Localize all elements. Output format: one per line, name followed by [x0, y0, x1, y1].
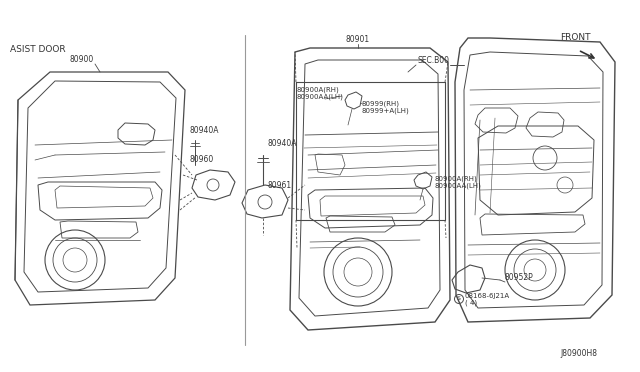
Text: 80900AA(LH): 80900AA(LH) — [297, 93, 344, 99]
Text: ASIST DOOR: ASIST DOOR — [10, 45, 66, 54]
Text: 80999(RH): 80999(RH) — [362, 100, 400, 106]
Text: S: S — [457, 296, 461, 301]
Text: 80900A(RH): 80900A(RH) — [435, 175, 477, 182]
Text: 80961: 80961 — [268, 180, 292, 189]
Text: 80900A(RH): 80900A(RH) — [297, 86, 340, 93]
Text: 80940A: 80940A — [268, 139, 298, 148]
Text: 80940A: 80940A — [190, 125, 220, 135]
Text: 80952P: 80952P — [505, 273, 534, 282]
Text: SEC.B00: SEC.B00 — [418, 55, 450, 64]
Text: 80900: 80900 — [70, 55, 94, 64]
Text: 80999+A(LH): 80999+A(LH) — [362, 107, 410, 113]
Text: 80900AA(LH): 80900AA(LH) — [435, 182, 482, 189]
Text: ( 4): ( 4) — [465, 300, 477, 306]
Text: FRONT: FRONT — [560, 33, 591, 42]
Text: J80900H8: J80900H8 — [560, 349, 597, 358]
Text: 08168-6J21A: 08168-6J21A — [465, 293, 510, 299]
Text: 80960: 80960 — [190, 155, 214, 164]
Text: 80901: 80901 — [346, 35, 370, 44]
